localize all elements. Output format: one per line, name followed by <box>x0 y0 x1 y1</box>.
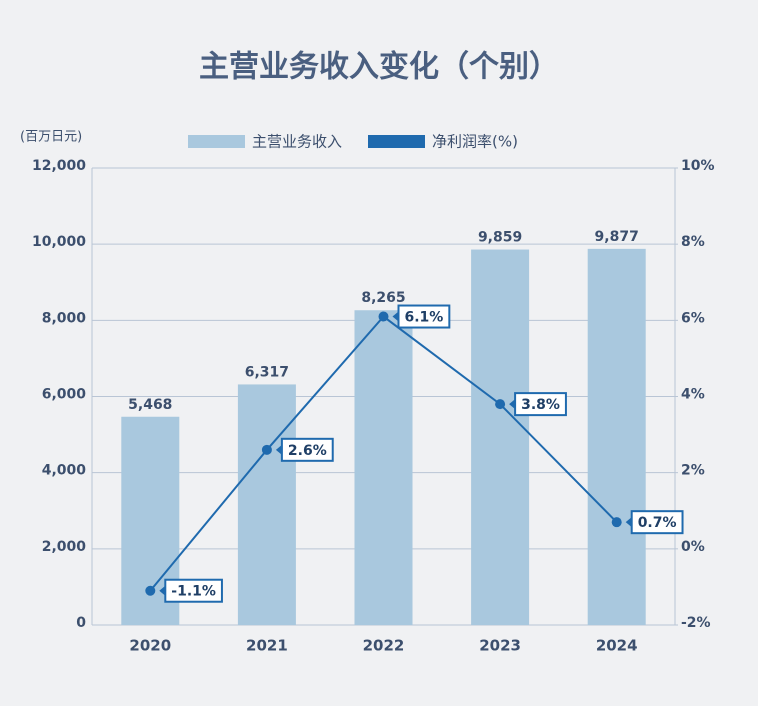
chart-title: 主营业务收入变化（个别） <box>199 50 559 85</box>
y-tick-label: 8,000 <box>42 310 87 326</box>
y-tick-label: 0 <box>76 615 86 631</box>
label-pointer <box>625 517 632 528</box>
label-pointer <box>275 444 282 455</box>
label-box <box>280 437 334 462</box>
legend-label: 净利润率(%) <box>432 133 518 151</box>
label-box <box>397 304 451 329</box>
y-tick-label: 6,000 <box>42 387 87 403</box>
bar-value-label: 8,265 <box>361 290 405 306</box>
legend-swatch <box>368 135 425 148</box>
label-box <box>164 578 223 603</box>
line-point <box>611 517 622 528</box>
y2-tick-label: 6% <box>681 310 705 326</box>
bar-value-label: 5,468 <box>128 397 172 413</box>
bar <box>237 384 296 625</box>
line-value-label: 6.1% <box>405 310 444 326</box>
y-tick-label: 4,000 <box>42 463 87 479</box>
y-tick-label: 10,000 <box>32 234 86 250</box>
x-tick-label: 2020 <box>129 637 171 655</box>
x-tick-label: 2022 <box>363 637 405 655</box>
y-axis-label: (百万日元) <box>20 130 82 145</box>
label-box <box>514 392 567 417</box>
y2-tick-label: 8% <box>681 234 705 250</box>
y2-tick-label: -2% <box>681 615 711 631</box>
y-tick-label: 12,000 <box>32 158 86 174</box>
y2-tick-label: 2% <box>681 463 705 479</box>
bar <box>587 248 646 625</box>
label-pointer <box>159 585 166 596</box>
y2-tick-label: 10% <box>681 158 715 174</box>
legend-label: 主营业务收入 <box>252 133 342 151</box>
line-value-label: 2.6% <box>288 443 327 459</box>
y-tick-label: 2,000 <box>42 539 87 555</box>
line-point <box>145 585 156 596</box>
line-point <box>261 444 272 455</box>
bar <box>354 310 413 625</box>
bar-value-label: 6,317 <box>245 364 289 380</box>
bar-value-label: 9,877 <box>595 229 639 245</box>
line-point <box>378 311 389 322</box>
bar-value-label: 9,859 <box>478 230 522 246</box>
y2-tick-label: 0% <box>681 539 705 555</box>
label-box <box>630 510 684 535</box>
line-value-label: 3.8% <box>521 397 560 413</box>
y2-tick-label: 4% <box>681 387 705 403</box>
line-value-label: -1.1% <box>171 584 216 600</box>
label-pointer <box>392 311 399 322</box>
x-tick-label: 2023 <box>479 637 521 655</box>
x-tick-label: 2021 <box>246 637 288 655</box>
line-point <box>495 399 506 410</box>
bar <box>471 249 530 625</box>
line-value-label: 0.7% <box>638 515 677 531</box>
label-pointer <box>509 399 516 410</box>
x-tick-label: 2024 <box>596 637 638 655</box>
legend-swatch <box>188 135 245 148</box>
